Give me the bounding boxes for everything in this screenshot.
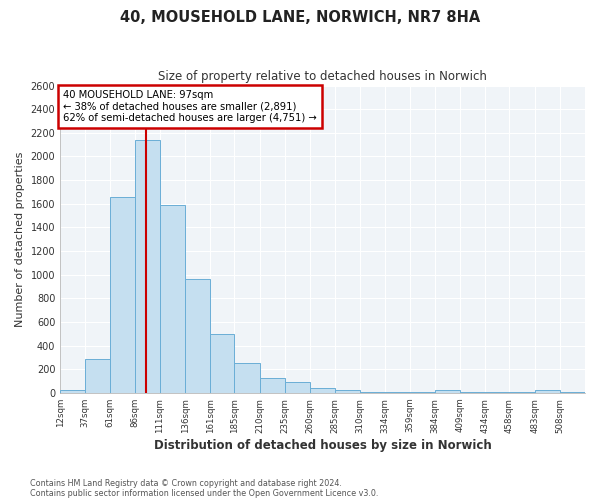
Bar [535, 390, 560, 393]
Text: 40, MOUSEHOLD LANE, NORWICH, NR7 8HA: 40, MOUSEHOLD LANE, NORWICH, NR7 8HA [120, 10, 480, 25]
Bar [435, 390, 460, 393]
Bar [185, 280, 210, 393]
Text: Contains HM Land Registry data © Crown copyright and database right 2024.: Contains HM Land Registry data © Crown c… [30, 478, 342, 488]
Bar [85, 358, 110, 393]
Bar [160, 205, 185, 393]
Bar [135, 140, 160, 393]
Bar [110, 196, 135, 393]
Bar [410, 392, 435, 393]
Bar [60, 390, 85, 393]
Text: Contains public sector information licensed under the Open Government Licence v3: Contains public sector information licen… [30, 488, 379, 498]
Y-axis label: Number of detached properties: Number of detached properties [15, 152, 25, 327]
Bar [385, 392, 410, 393]
Text: 40 MOUSEHOLD LANE: 97sqm
← 38% of detached houses are smaller (2,891)
62% of sem: 40 MOUSEHOLD LANE: 97sqm ← 38% of detach… [63, 90, 317, 124]
Bar [509, 392, 535, 393]
Bar [260, 378, 285, 393]
Bar [361, 392, 385, 393]
X-axis label: Distribution of detached houses by size in Norwich: Distribution of detached houses by size … [154, 440, 491, 452]
Bar [210, 334, 235, 393]
Bar [285, 382, 310, 393]
Title: Size of property relative to detached houses in Norwich: Size of property relative to detached ho… [158, 70, 487, 83]
Bar [310, 388, 335, 393]
Bar [335, 390, 361, 393]
Bar [560, 392, 585, 393]
Bar [460, 392, 485, 393]
Bar [485, 392, 509, 393]
Bar [235, 364, 260, 393]
